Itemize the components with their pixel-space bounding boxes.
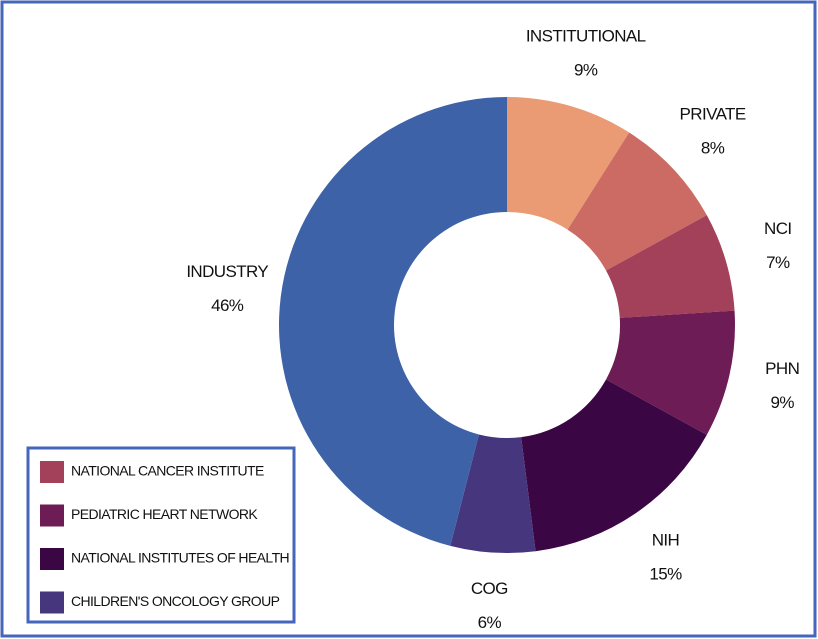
value-label: 8% [701, 138, 725, 157]
legend-swatch [40, 591, 64, 614]
legend-swatch [40, 461, 64, 483]
wedge [507, 97, 630, 230]
wedge [567, 132, 707, 271]
wedge [521, 379, 707, 552]
legend-label: PEDIATRIC HEART NETWORK [71, 506, 258, 522]
value-label: 6% [478, 613, 502, 632]
wedge [606, 310, 736, 435]
category-label: COG [471, 579, 508, 598]
value-label: 46% [211, 296, 244, 315]
legend-swatch [40, 548, 64, 570]
category-label: PRIVATE [680, 104, 746, 123]
category-label: INSTITUTIONAL [526, 27, 646, 46]
category-label: PHN [765, 359, 799, 378]
value-label: 15% [649, 565, 682, 584]
category-label: INDUSTRY [186, 262, 268, 281]
wedge [279, 97, 507, 546]
category-label: NIH [652, 531, 679, 550]
value-label: 9% [574, 61, 598, 80]
legend-label: CHILDREN'S ONCOLOGY GROUP [71, 593, 280, 609]
legend-label: NATIONAL INSTITUTES OF HEALTH [71, 550, 289, 566]
value-label: 7% [766, 253, 790, 272]
legend-box [26, 446, 296, 624]
legend-label: NATIONAL CANCER INSTITUTE [71, 463, 264, 479]
category-label: NCI [764, 219, 791, 238]
wedge [606, 215, 735, 318]
value-label: 9% [771, 393, 795, 412]
legend-swatch [40, 504, 64, 527]
donut [279, 97, 736, 553]
wedge [450, 434, 536, 553]
